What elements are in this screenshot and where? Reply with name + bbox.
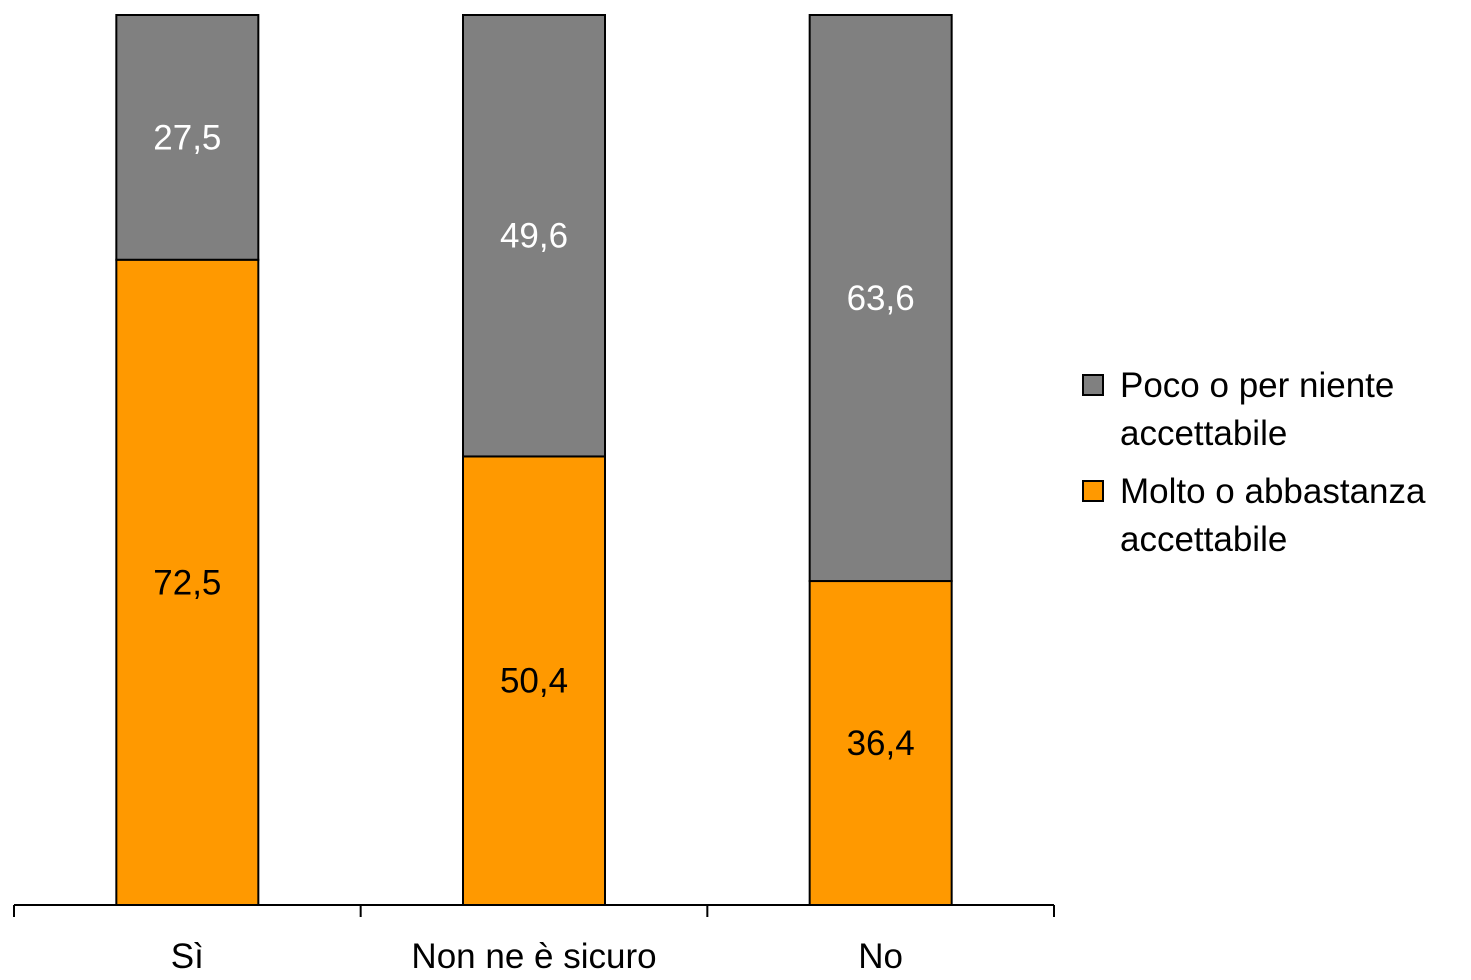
x-axis: Sì Non ne è sicuro No xyxy=(13,904,1055,976)
legend-swatch-molto xyxy=(1082,480,1104,502)
data-label-poco-o-per-niente-accettabile-si: 27,5 xyxy=(153,118,221,157)
legend-item-molto: Molto o abbastanza accettabile xyxy=(1082,468,1467,564)
bar-molto-o-abbastanza-accettabile-si xyxy=(115,258,260,906)
data-label-poco-o-per-niente-accettabile-non-ne-e-sicuro: 49,6 xyxy=(500,217,568,256)
legend-label-molto: Molto o abbastanza accettabile xyxy=(1120,472,1426,559)
data-labels-layer: 72,5 27,5 50,4 49,6 36,4 63,6 xyxy=(153,118,914,763)
legend: Poco o per niente accettabile Molto o ab… xyxy=(1082,362,1467,574)
x-tick-label-non-ne-e-sicuro: Non ne è sicuro xyxy=(411,937,656,976)
bars-layer xyxy=(115,14,953,906)
bar-molto-o-abbastanza-accettabile-no xyxy=(808,580,953,906)
bar-poco-o-per-niente-accettabile-non-ne-e-sicuro xyxy=(462,14,606,458)
data-label-molto-o-abbastanza-accettabile-no: 36,4 xyxy=(847,724,915,763)
x-tick-label-si: Sì xyxy=(171,937,204,976)
legend-item-poco: Poco o per niente accettabile xyxy=(1082,362,1467,458)
data-label-molto-o-abbastanza-accettabile-si: 72,5 xyxy=(153,563,221,602)
data-label-poco-o-per-niente-accettabile-no: 63,6 xyxy=(847,279,915,318)
x-tick-label-no: No xyxy=(858,937,903,976)
legend-swatch-poco xyxy=(1082,374,1104,396)
bar-poco-o-per-niente-accettabile-si xyxy=(115,14,260,261)
bar-poco-o-per-niente-accettabile-no xyxy=(808,14,953,583)
data-label-molto-o-abbastanza-accettabile-non-ne-e-sicuro: 50,4 xyxy=(500,662,568,701)
legend-label-poco: Poco o per niente accettabile xyxy=(1120,366,1395,453)
